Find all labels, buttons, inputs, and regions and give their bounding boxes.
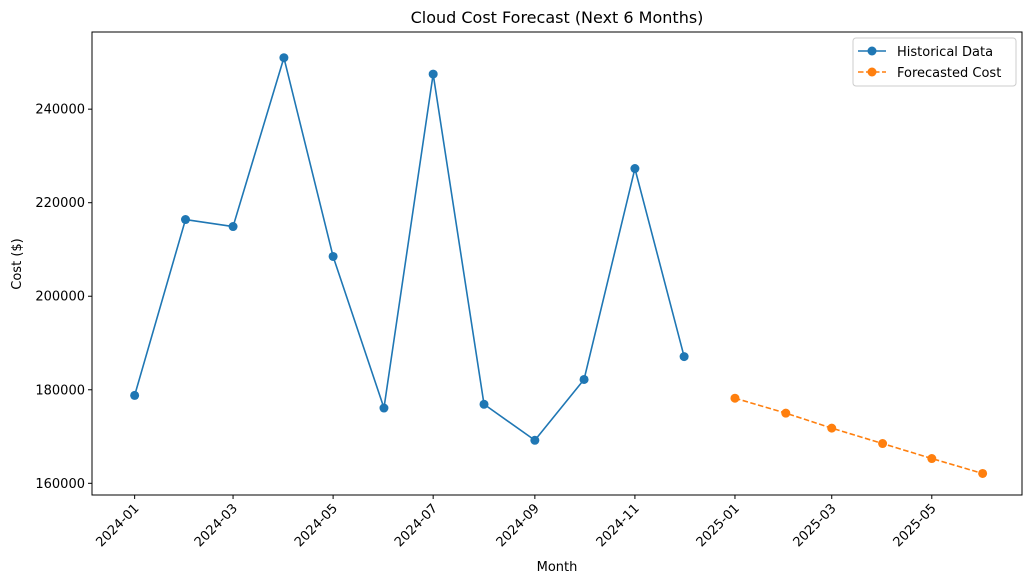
y-axis-title: Cost ($)	[10, 238, 25, 289]
data-point-historical-data	[180, 215, 190, 225]
data-point-historical-data	[428, 69, 438, 79]
data-point-forecasted-cost	[827, 423, 837, 433]
data-point-forecasted-cost	[878, 439, 888, 449]
data-point-historical-data	[530, 435, 540, 445]
plot-frame	[91, 31, 1023, 496]
data-point-forecasted-cost	[730, 393, 740, 403]
legend: Historical Data Forecasted Cost	[852, 37, 1017, 87]
series-line-historical-data	[133, 56, 685, 442]
y-tick-label: 200000	[35, 290, 85, 305]
series-layer	[130, 53, 988, 478]
data-point-historical-data	[228, 222, 238, 232]
y-tick-label: 240000	[35, 103, 85, 118]
plot-area	[92, 32, 1022, 495]
legend-forecast-marker	[867, 67, 877, 77]
data-point-forecasted-cost	[781, 408, 791, 418]
data-point-historical-data	[379, 403, 389, 413]
series-line-forecasted-cost	[734, 397, 983, 475]
legend-historical-label: Historical Data	[897, 45, 993, 60]
chart-title: Cloud Cost Forecast (Next 6 Months)	[411, 8, 704, 27]
data-point-forecasted-cost	[927, 454, 937, 464]
y-tick-label: 220000	[35, 196, 85, 211]
legend-box	[852, 37, 1017, 87]
legend-forecast-label: Forecasted Cost	[897, 66, 1001, 81]
data-point-historical-data	[279, 53, 289, 63]
x-axis-title: Month	[537, 560, 578, 575]
legend-historical-marker	[867, 46, 877, 56]
y-tick-label: 160000	[35, 477, 85, 492]
data-point-historical-data	[579, 374, 589, 384]
data-point-historical-data	[328, 251, 338, 261]
data-point-historical-data	[479, 399, 489, 409]
y-tick-label: 180000	[35, 383, 85, 398]
data-point-historical-data	[630, 164, 640, 174]
data-point-historical-data	[130, 390, 140, 400]
data-point-historical-data	[679, 352, 689, 362]
y-axis: 160000 180000 200000 220000 240000	[35, 103, 92, 492]
data-point-forecasted-cost	[978, 468, 988, 478]
